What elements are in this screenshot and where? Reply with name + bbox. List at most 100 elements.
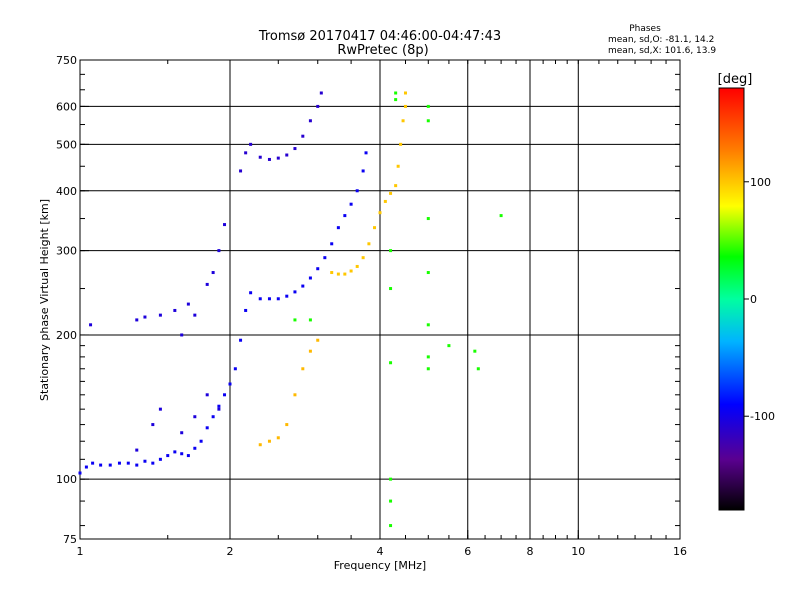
y-axis-label: Stationary phase Virtual Height [km]: [38, 199, 51, 401]
data-point: [319, 91, 323, 95]
data-point: [78, 471, 82, 475]
data-point: [126, 461, 130, 465]
data-point: [117, 461, 121, 465]
data-point: [323, 256, 327, 260]
colorbar-ticks: -100 0 100: [744, 176, 775, 423]
data-point: [394, 91, 398, 95]
data-point: [276, 297, 280, 301]
x-tick-label: 16: [673, 545, 687, 558]
data-point: [249, 142, 253, 146]
data-point: [389, 524, 393, 528]
data-point: [361, 256, 365, 260]
colorbar-tick-label: 100: [750, 176, 771, 189]
data-point: [389, 361, 393, 365]
data-point: [355, 264, 359, 268]
data-point: [239, 169, 243, 173]
data-point: [239, 338, 243, 342]
chart-subtitle: RwPretec (8p): [337, 43, 428, 58]
data-point: [135, 318, 139, 322]
data-point: [199, 439, 203, 443]
data-point: [476, 367, 480, 371]
data-point: [211, 271, 215, 275]
data-point: [205, 393, 209, 397]
data-point: [389, 499, 393, 503]
data-point: [99, 463, 103, 467]
data-point: [108, 463, 112, 467]
x-tick-label: 6: [464, 545, 471, 558]
data-point: [285, 423, 289, 427]
data-point: [258, 297, 262, 301]
data-point: [143, 459, 147, 463]
data-point: [223, 393, 227, 397]
data-point: [308, 119, 312, 123]
data-point: [364, 151, 368, 155]
data-point: [389, 477, 393, 481]
data-point: [293, 318, 297, 322]
data-point: [349, 202, 353, 206]
x-tick-label: 1: [77, 545, 84, 558]
data-point: [258, 443, 262, 447]
data-point: [301, 284, 305, 288]
data-point: [180, 452, 184, 456]
data-point: [193, 415, 197, 419]
data-point: [378, 211, 382, 215]
data-point: [285, 294, 289, 298]
data-point: [308, 349, 312, 353]
data-point: [193, 446, 197, 450]
data-point: [316, 338, 320, 342]
data-point: [301, 134, 305, 138]
data-point: [166, 454, 170, 458]
data-point: [217, 249, 221, 253]
data-point: [244, 308, 248, 312]
data-point: [180, 333, 184, 337]
x-tick-label: 10: [571, 545, 585, 558]
data-point: [151, 423, 155, 427]
data-point: [151, 461, 155, 465]
data-point: [205, 426, 209, 430]
data-point: [389, 287, 393, 291]
data-point: [336, 226, 340, 230]
stats-x: mean, sd,X: 101.6, 13.9: [608, 46, 716, 56]
point-layer: [78, 91, 503, 528]
data-point: [258, 155, 262, 159]
x-axis-label: Frequency [MHz]: [334, 559, 426, 572]
data-point: [373, 226, 377, 230]
data-point: [211, 415, 215, 419]
data-point: [383, 199, 387, 203]
data-point: [193, 313, 197, 317]
y-tick-label: 200: [56, 329, 77, 342]
data-point: [308, 318, 312, 322]
data-point: [399, 142, 403, 146]
data-point: [276, 156, 280, 160]
data-point: [403, 91, 407, 95]
x-tick-label: 8: [527, 545, 534, 558]
data-point: [173, 450, 177, 454]
y-tick-label: 400: [56, 185, 77, 198]
data-point: [267, 439, 271, 443]
data-point: [394, 98, 398, 102]
data-point: [180, 431, 184, 435]
x-tick-label: 2: [227, 545, 234, 558]
data-point: [84, 465, 88, 469]
data-point: [396, 164, 400, 168]
data-point: [89, 323, 93, 327]
data-point: [343, 272, 347, 276]
data-point: [426, 104, 430, 108]
data-point: [426, 271, 430, 275]
data-point: [403, 104, 407, 108]
data-point: [143, 315, 147, 319]
colorbar-label: [deg]: [718, 72, 753, 87]
data-point: [158, 407, 162, 411]
y-tick-label: 75: [63, 533, 77, 546]
data-point: [426, 119, 430, 123]
colorbar: [718, 87, 745, 511]
data-point: [267, 157, 271, 161]
y-tick-label: 750: [56, 54, 77, 67]
y-tick-label: 600: [56, 100, 77, 113]
data-point: [389, 249, 393, 253]
data-point: [336, 272, 340, 276]
data-point: [186, 302, 190, 306]
tick-layer: 1 2 4 6 8 10 16 75 100 200 300 400 500 600 750: [56, 54, 687, 558]
data-point: [426, 355, 430, 359]
